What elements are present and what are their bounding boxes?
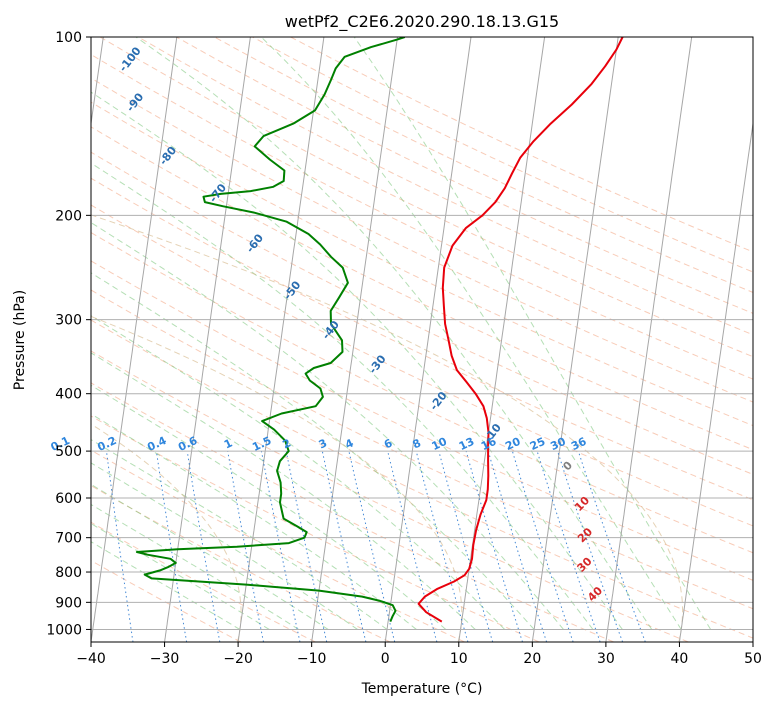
isotherm-line — [164, 37, 251, 642]
x-tick-label: 30 — [597, 651, 615, 667]
y-tick-label: 500 — [55, 444, 82, 460]
mixing-ratio-line — [186, 451, 221, 642]
moist-adiabat-line — [260, 37, 682, 630]
x-tick-label: −20 — [223, 651, 253, 667]
mixing-ratio-line — [155, 451, 188, 642]
y-tick-label: 400 — [55, 387, 82, 403]
isotherm-line — [531, 37, 619, 642]
moist-adiabat-line — [91, 413, 417, 630]
y-tick-label: 900 — [55, 595, 82, 611]
moist-adiabat-line — [353, 37, 712, 630]
x-tick-label: 0 — [381, 651, 390, 667]
dry-adiabat-line — [91, 231, 753, 554]
moist-adiabat-line — [91, 384, 447, 630]
moist-adiabat-line — [91, 462, 358, 630]
dry-adiabat-line — [91, 260, 753, 581]
y-tick-label: 700 — [55, 531, 82, 547]
dry-adiabat-line — [99, 37, 753, 358]
moist-adiabat-line — [91, 162, 594, 630]
isoline-arc — [91, 214, 684, 642]
moist-adiabat-line — [91, 352, 476, 630]
dry-adiabat-line — [91, 289, 753, 610]
isotherm-line — [384, 37, 472, 642]
x-tick-label: −10 — [297, 651, 327, 667]
background-lines — [91, 37, 753, 642]
mixing-ratio-label: 30 — [548, 435, 568, 453]
mixing-ratio-line — [465, 450, 523, 642]
dry-adiabat-line — [91, 101, 753, 427]
y-tick-label: 800 — [55, 565, 82, 581]
y-tick-label: 100 — [55, 30, 82, 46]
isotherm-line — [605, 37, 693, 642]
mixing-ratio-line — [415, 450, 469, 642]
isotherm-line — [91, 37, 178, 642]
x-tick-label: 50 — [744, 651, 762, 667]
mixing-ratio-label: 16 — [479, 435, 499, 453]
dry-adiabat-line — [91, 484, 391, 642]
x-axis-ticks: −40 −30 −20 −10 0 10 20 30 40 50 — [76, 642, 762, 667]
dry-adiabat-line — [214, 37, 753, 294]
dry-adiabat-line — [91, 319, 753, 639]
x-tick-label: −40 — [76, 651, 106, 667]
isotherm-line — [678, 120, 753, 642]
x-tick-label: 10 — [450, 651, 468, 667]
mixing-ratio-label: 20 — [503, 435, 523, 453]
profile-line-2 — [135, 37, 406, 622]
dry-adiabat-line — [91, 415, 540, 642]
y-tick-label: 300 — [55, 313, 82, 329]
profile-lines — [135, 37, 624, 623]
dry-adiabat-line — [91, 204, 753, 527]
x-tick-label: −30 — [150, 651, 180, 667]
dry-adiabat-line — [91, 177, 753, 501]
profile-line-1 — [417, 37, 624, 623]
dry-adiabat-line — [91, 77, 753, 403]
mixing-ratio-label: 10 — [430, 435, 450, 453]
dry-adiabat-line — [91, 449, 465, 642]
plot-frame — [90, 36, 754, 643]
moist-adiabat-line — [91, 91, 623, 630]
moist-adiabat-line — [91, 522, 270, 630]
isotherm-line — [237, 37, 325, 642]
y-tick-label: 600 — [55, 491, 82, 507]
dry-adiabat-line — [91, 382, 614, 642]
moist-adiabat-line — [135, 37, 653, 630]
moist-adiabat-line — [91, 541, 241, 630]
dry-adiabat-line — [137, 37, 753, 336]
isotherm-line — [311, 37, 398, 642]
moist-adiabat-line — [91, 221, 564, 630]
mixing-ratio-line — [106, 451, 134, 642]
isoline-arc — [91, 423, 242, 642]
x-tick-label: 20 — [523, 651, 541, 667]
x-tick-label: 40 — [671, 651, 689, 667]
moist-adiabat-line — [91, 438, 388, 630]
y-axis-title: Pressure (hPa) — [12, 290, 28, 390]
y-tick-label: 1000 — [46, 622, 82, 638]
mixing-ratio-label: 13 — [457, 435, 476, 453]
y-tick-label: 200 — [55, 208, 82, 224]
chart-title: wetPf2_C2E6.2020.290.18.13.G15 — [285, 12, 559, 32]
isotherm-line — [458, 37, 546, 642]
mixing-ratio-label: 25 — [528, 435, 547, 453]
mixing-ratio-line — [487, 450, 548, 642]
mixing-ratio-label: 36 — [569, 435, 589, 453]
pressure-gridlines — [91, 37, 753, 630]
y-axis-ticks: 1000 900 800 700 600 500 400 300 200 100 — [46, 30, 91, 638]
isoline-arc — [91, 315, 463, 642]
dry-adiabat-line — [91, 521, 316, 642]
moist-adiabat-line — [91, 315, 506, 630]
mixing-ratio-line — [511, 450, 574, 642]
x-axis-title: Temperature (°C) — [361, 681, 483, 697]
